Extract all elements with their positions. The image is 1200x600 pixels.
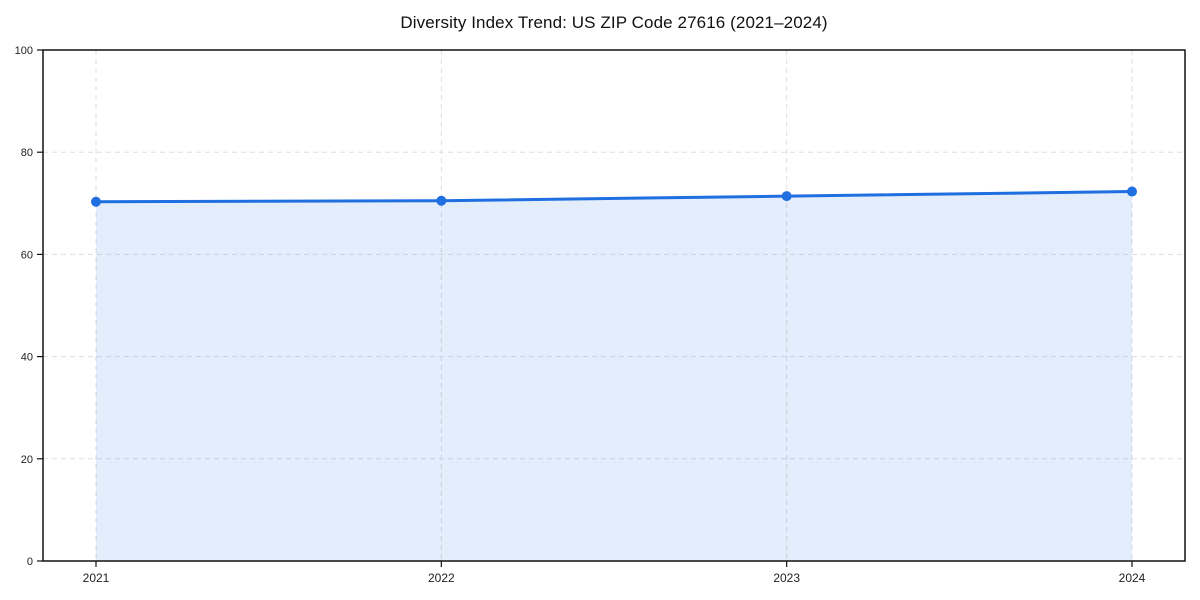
plot-border [42, 49, 1186, 562]
x-tick-label: 2022 [428, 571, 455, 585]
chart-title: Diversity Index Trend: US ZIP Code 27616… [400, 13, 828, 32]
data-point [436, 195, 447, 206]
data-point [781, 191, 792, 202]
y-tick-label: 0 [27, 556, 33, 568]
y-tick-label: 100 [15, 45, 33, 57]
data-point [91, 196, 101, 207]
data-point [1127, 186, 1137, 197]
y-tick-label: 20 [21, 454, 33, 466]
area-fill [96, 191, 1132, 561]
x-tick-label: 2023 [773, 571, 800, 585]
y-tick-label: 80 [21, 147, 33, 159]
trend-line [94, 190, 1134, 204]
y-tick-label: 60 [21, 249, 33, 261]
x-tick-label: 2024 [1119, 571, 1146, 585]
y-tick-label: 40 [21, 352, 33, 364]
x-tick-label: 2021 [83, 571, 110, 585]
